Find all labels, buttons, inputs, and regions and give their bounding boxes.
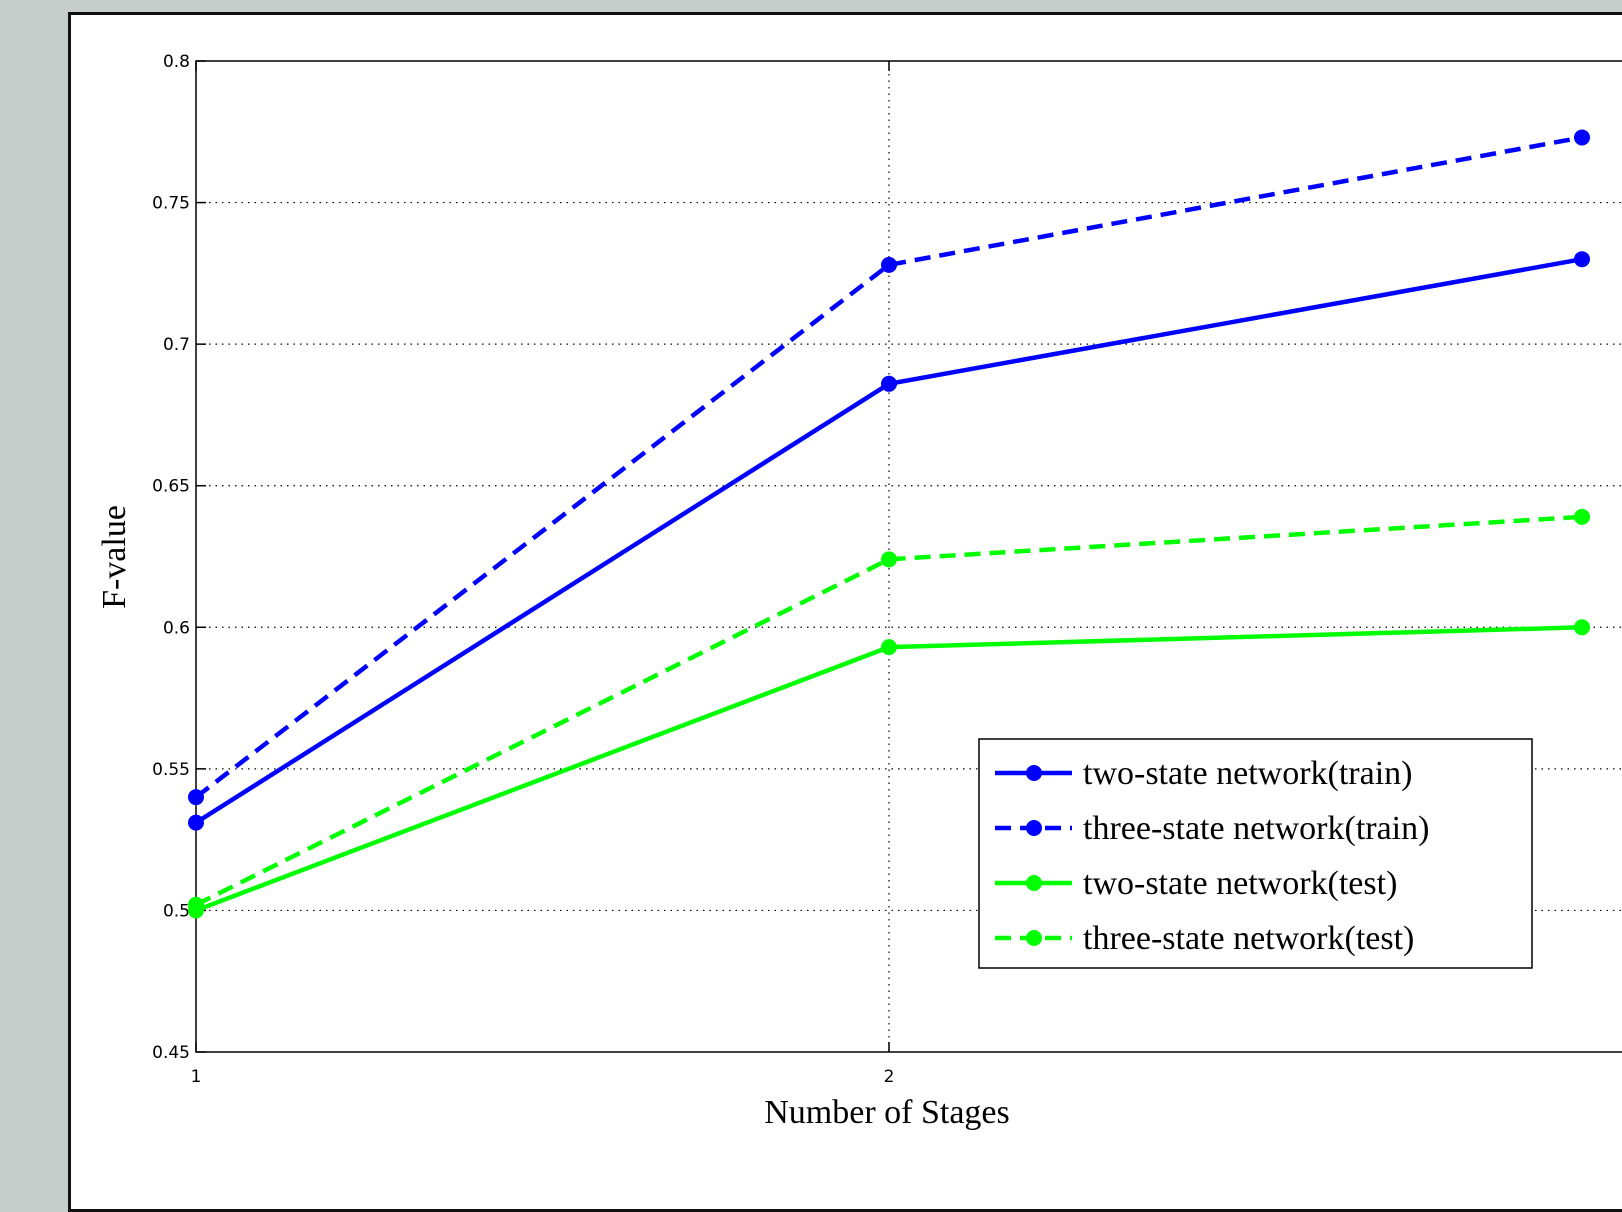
legend-label: two-state network(train) — [1083, 755, 1413, 792]
legend-label: two-state network(test) — [1083, 865, 1397, 902]
series-line — [194, 514, 1583, 907]
chart-frame — [68, 12, 1622, 1212]
x-axis-title: Number of Stages — [764, 1094, 1010, 1131]
y-axis-title: F-value — [96, 505, 133, 609]
y-tick-label: 0.5 — [163, 901, 190, 921]
legend-item: three-state network(train) — [995, 810, 1429, 847]
x-tick-label: 2 — [884, 1067, 895, 1087]
y-axis: 0.45 0.5 0.55 0.6 0.65 0.7 0.75 0.8 — [152, 52, 206, 1063]
y-tick-label: 0.75 — [152, 194, 190, 214]
series-2 — [188, 129, 1590, 806]
legend-box — [978, 738, 1533, 969]
legend-marker — [1026, 875, 1042, 891]
data-point — [881, 375, 897, 392]
data-point — [881, 639, 897, 656]
legend-marker — [1026, 930, 1042, 946]
data-point — [1574, 129, 1590, 146]
data-point — [188, 896, 204, 913]
y-tick-label: 0.45 — [152, 1043, 190, 1063]
y-tick-label: 0.55 — [152, 760, 190, 780]
legend: two-state network(train) three-state netw… — [978, 738, 1533, 969]
y-tick-label: 0.8 — [163, 52, 190, 72]
data-point — [188, 814, 204, 831]
plot-area — [195, 60, 1622, 1053]
legend-label: three-state network(train) — [1083, 810, 1429, 847]
data-point — [1574, 508, 1590, 525]
y-tick-label: 0.7 — [163, 335, 190, 355]
x-tick-label: 1 — [191, 1067, 202, 1087]
series-4 — [188, 508, 1590, 913]
legend-marker — [1026, 765, 1042, 781]
legend-marker — [1026, 820, 1042, 836]
data-point — [881, 551, 897, 568]
data-point — [881, 256, 897, 273]
data-point — [1574, 619, 1590, 636]
data-point — [1574, 251, 1590, 268]
legend-item: two-state network(test) — [995, 865, 1397, 902]
data-point — [188, 789, 204, 806]
legend-label: three-state network(test) — [1083, 920, 1414, 957]
y-tick-label: 0.6 — [163, 618, 190, 638]
y-tick-label: 0.65 — [152, 477, 190, 497]
series-1 — [188, 251, 1590, 831]
legend-item: three-state network(test) — [995, 920, 1414, 957]
series-group — [188, 129, 1590, 919]
legend-item: two-state network(train) — [995, 755, 1413, 792]
